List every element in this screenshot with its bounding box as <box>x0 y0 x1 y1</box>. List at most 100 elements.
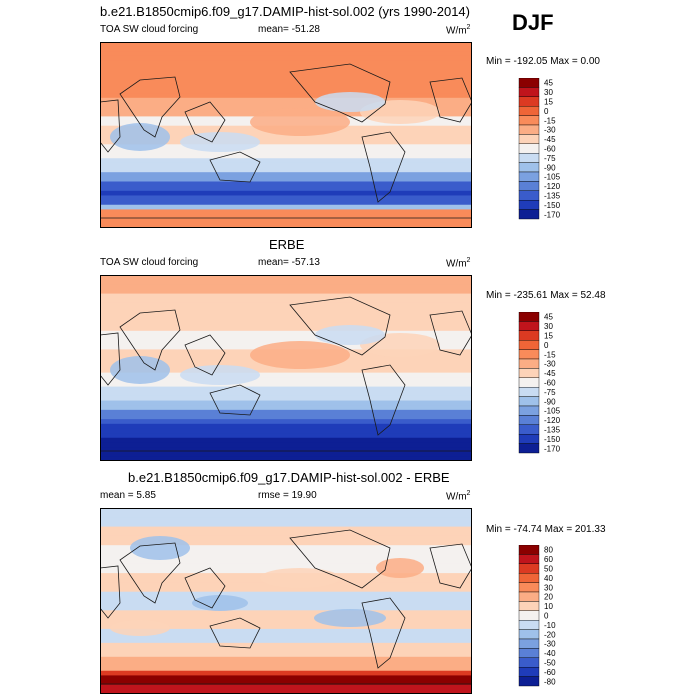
coastline <box>361 597 406 669</box>
colorbar-tick-label: -150 <box>544 201 561 210</box>
colorbar-swatch <box>518 377 540 388</box>
field-band <box>100 326 472 332</box>
field-band <box>100 456 472 461</box>
colorbar-swatch <box>518 424 540 435</box>
field-band <box>100 284 472 290</box>
field-band <box>100 437 472 443</box>
field-band <box>100 204 472 210</box>
panel1-map <box>100 42 472 228</box>
field-band <box>100 288 472 295</box>
coastline <box>119 542 181 604</box>
field-band <box>100 601 472 607</box>
panel1-units: W/m2 <box>446 24 471 37</box>
field-patch <box>376 558 424 578</box>
field-band <box>100 619 472 625</box>
field-band <box>100 638 472 644</box>
field-band <box>100 563 472 570</box>
field-band <box>100 46 472 52</box>
field-band <box>100 545 472 551</box>
colorbar-tick-label: -75 <box>544 388 556 397</box>
field-band <box>100 405 472 411</box>
colorbar-tick-label: -45 <box>544 369 556 378</box>
field-band <box>100 335 472 341</box>
colorbar-tick-label: -80 <box>544 677 556 686</box>
field-band <box>100 55 472 62</box>
colorbar-tick-label: -120 <box>544 182 561 191</box>
field-patch <box>260 568 340 588</box>
field-patch <box>110 356 170 384</box>
field-band <box>100 517 472 523</box>
colorbar-tick-label: -10 <box>544 621 556 630</box>
colorbar-swatch <box>518 396 540 407</box>
field-band <box>100 69 472 76</box>
map-frame <box>100 42 472 228</box>
field-patch <box>315 92 385 112</box>
coastline <box>184 101 226 143</box>
colorbar-swatch <box>518 629 540 640</box>
colorbar-swatch <box>518 162 540 173</box>
field-band <box>100 409 472 416</box>
panel2-map <box>100 275 472 461</box>
field-band <box>100 279 472 285</box>
colorbar-swatch <box>518 190 540 201</box>
colorbar-tick-label: -90 <box>544 163 556 172</box>
field-band <box>100 321 472 327</box>
panel3-minmax: Min = -74.74 Max = 201.33 <box>486 524 606 535</box>
colorbar-tick-label: -15 <box>544 116 556 125</box>
panel3-rmse-label: rmse = 19.90 <box>258 490 317 501</box>
field-patch <box>110 123 170 151</box>
colorbar-swatch <box>518 619 540 630</box>
colorbar-tick-label: -135 <box>544 192 561 201</box>
field-patch <box>315 325 385 345</box>
colorbar-tick-label: -30 <box>544 640 556 649</box>
field-band <box>100 316 472 323</box>
colorbar-swatch <box>518 349 540 360</box>
field-band <box>100 190 472 197</box>
colorbar-swatch <box>518 78 540 88</box>
colorbar-tick-label: 80 <box>544 546 553 555</box>
field-band <box>100 218 472 224</box>
field-band <box>100 614 472 621</box>
colorbar-tick-label: -20 <box>544 630 556 639</box>
colorbar-tick-label: -40 <box>544 649 556 658</box>
field-band <box>100 633 472 639</box>
coastline <box>209 617 261 649</box>
colorbar-tick-label: 50 <box>544 565 553 574</box>
field-band <box>100 451 472 457</box>
colorbar-swatch <box>518 573 540 583</box>
colorbar-swatch <box>518 321 540 331</box>
field-band <box>100 642 472 649</box>
coastline <box>100 332 121 386</box>
field-band <box>100 591 472 597</box>
panel1-mean-label: mean= -51.28 <box>258 24 320 35</box>
colorbar-tick-label: 45 <box>544 79 553 88</box>
field-band <box>100 195 472 201</box>
field-band <box>100 526 472 532</box>
field-band <box>100 670 472 676</box>
colorbar-tick-label: -60 <box>544 668 556 677</box>
field-band <box>100 605 472 611</box>
map-frame <box>100 508 472 694</box>
field-band <box>100 675 472 681</box>
panel2-colorbar: 4530150-15-30-45-60-75-90-105-120-135-15… <box>518 312 561 453</box>
colorbar-swatch <box>518 171 540 182</box>
field-band <box>100 214 472 220</box>
field-band <box>100 97 472 104</box>
field-patch <box>250 108 350 136</box>
field-band <box>100 559 472 565</box>
panel1-title: b.e21.B1850cmip6.f09_g17.DAMIP-hist-sol.… <box>100 4 470 19</box>
colorbar-tick-label: -15 <box>544 350 556 359</box>
panel1-colorbar: 4530150-15-30-45-60-75-90-105-120-135-15… <box>518 78 561 219</box>
field-band <box>100 42 472 48</box>
field-band <box>100 512 472 518</box>
field-band <box>100 200 472 206</box>
colorbar-tick-label: -30 <box>544 126 556 135</box>
field-band <box>100 223 472 228</box>
colorbar-tick-label: 0 <box>544 341 549 350</box>
colorbar-swatch <box>518 545 540 555</box>
map-frame <box>100 275 472 461</box>
colorbar-tick-label: -135 <box>544 426 561 435</box>
coastline <box>289 529 391 589</box>
field-band <box>100 158 472 164</box>
coastline <box>289 296 391 356</box>
